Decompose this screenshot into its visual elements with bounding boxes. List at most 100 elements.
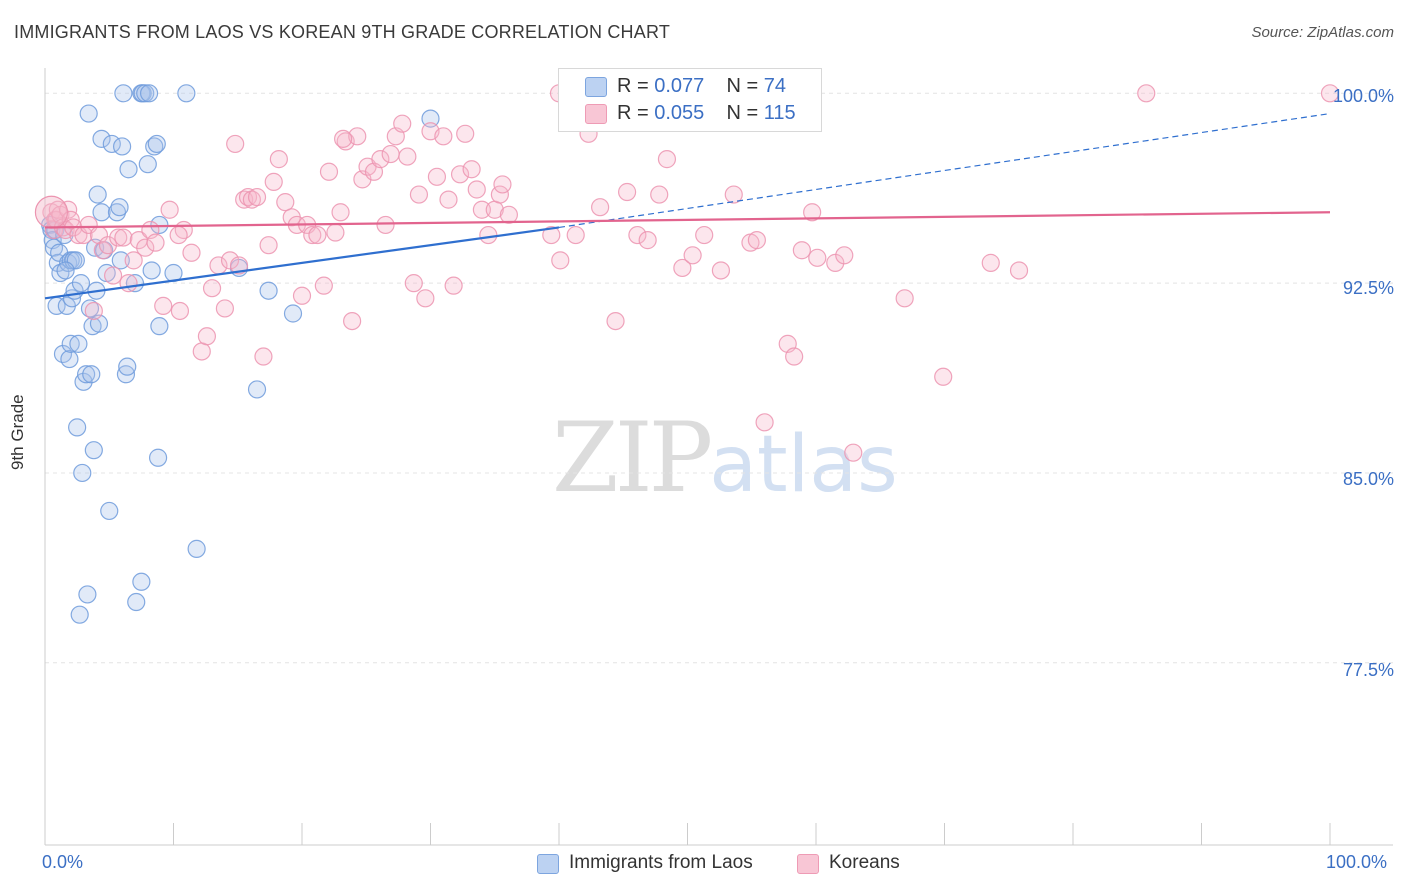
korean-point bbox=[450, 165, 470, 184]
koreans-points bbox=[34, 84, 1340, 462]
korean-point bbox=[220, 251, 240, 270]
korean-point bbox=[160, 200, 179, 219]
laos-legend-swatch bbox=[537, 854, 559, 874]
korean-point bbox=[229, 256, 249, 275]
laos-point bbox=[107, 203, 127, 222]
korean-point bbox=[409, 185, 429, 204]
laos-point bbox=[138, 155, 157, 174]
laos-point bbox=[68, 418, 87, 437]
laos-point bbox=[247, 380, 267, 399]
korean-point bbox=[493, 175, 512, 194]
watermark-zip: ZIP bbox=[552, 402, 713, 514]
laos-n-value: 74 bbox=[763, 75, 787, 97]
laos-trend-line bbox=[44, 226, 560, 300]
korean-point bbox=[398, 147, 417, 166]
korean-point bbox=[427, 167, 447, 186]
laos-point bbox=[51, 263, 70, 283]
laos-point bbox=[92, 129, 111, 148]
korean-point bbox=[319, 162, 339, 181]
korean-point bbox=[1320, 84, 1340, 103]
laos-point bbox=[145, 137, 164, 156]
korean-point bbox=[376, 215, 395, 235]
y-tick-label-100: 100.0% bbox=[1332, 86, 1394, 106]
korean-point bbox=[724, 185, 743, 204]
korean-point bbox=[259, 236, 278, 255]
korean-point bbox=[416, 289, 435, 308]
korean-point bbox=[124, 251, 143, 270]
laos-point bbox=[119, 160, 138, 179]
laos-point bbox=[114, 84, 133, 103]
korean-point bbox=[104, 266, 123, 285]
n-label: N = bbox=[726, 75, 759, 97]
korean-point bbox=[215, 299, 234, 318]
laos-r-value: 0.077 bbox=[654, 75, 705, 97]
r-label: R = bbox=[617, 102, 649, 124]
axes bbox=[44, 68, 1393, 846]
korean-point bbox=[93, 241, 112, 260]
laos-point bbox=[177, 84, 196, 103]
series-legend: Immigrants from Laos Koreans bbox=[0, 852, 1406, 878]
koreans-swatch bbox=[585, 104, 607, 124]
korean-point bbox=[542, 225, 561, 245]
korean-point bbox=[114, 228, 133, 247]
korean-point bbox=[1137, 84, 1156, 103]
laos-point bbox=[82, 365, 101, 384]
y-tick-label-77-5: 77.5% bbox=[1342, 660, 1394, 680]
laos-legend-label: Immigrants from Laos bbox=[569, 852, 753, 873]
korean-point bbox=[146, 233, 165, 252]
laos-point bbox=[71, 274, 91, 293]
korean-point bbox=[326, 223, 345, 242]
korean-point bbox=[981, 253, 1000, 272]
korean-point bbox=[747, 231, 766, 250]
korean-point bbox=[393, 114, 412, 133]
laos-point bbox=[421, 109, 440, 128]
korean-point bbox=[785, 347, 804, 366]
korean-point bbox=[695, 225, 714, 245]
korean-point bbox=[292, 286, 312, 305]
korean-point bbox=[591, 198, 610, 217]
korean-point bbox=[247, 187, 267, 207]
korean-point bbox=[456, 124, 475, 143]
korean-point bbox=[792, 241, 811, 260]
korean-point bbox=[479, 225, 498, 245]
korean-point bbox=[895, 289, 914, 308]
korean-point bbox=[551, 251, 570, 270]
korean-point bbox=[650, 185, 669, 204]
korean-point bbox=[381, 144, 400, 164]
korean-point bbox=[192, 342, 211, 361]
laos-point bbox=[92, 203, 111, 222]
korean-point bbox=[226, 134, 245, 154]
laos-point bbox=[118, 357, 137, 376]
laos-point bbox=[84, 441, 103, 460]
x-tick-label-max: 100.0% bbox=[1326, 852, 1388, 872]
korean-point bbox=[242, 190, 261, 209]
laos-point bbox=[139, 84, 159, 103]
watermark-atlas: atlas bbox=[709, 420, 898, 510]
laos-point bbox=[132, 572, 151, 591]
korean-point bbox=[169, 225, 188, 245]
korean-point bbox=[336, 132, 355, 151]
laos-point bbox=[112, 137, 132, 156]
laos-point bbox=[127, 592, 146, 612]
y-axis-label: 9th Grade bbox=[8, 394, 27, 470]
korean-point bbox=[276, 193, 295, 212]
x-tick-label-min: 0.0% bbox=[42, 852, 84, 872]
korean-point bbox=[154, 296, 173, 316]
korean-point bbox=[467, 180, 486, 199]
korean-point bbox=[264, 172, 283, 191]
korean-point bbox=[254, 347, 273, 366]
laos-point bbox=[44, 238, 64, 257]
koreans-legend-swatch bbox=[797, 854, 819, 874]
laos-point bbox=[116, 365, 136, 384]
laos-point bbox=[148, 448, 168, 467]
korean-point bbox=[136, 238, 155, 257]
koreans-n-value: 115 bbox=[763, 102, 796, 124]
korean-point bbox=[314, 276, 333, 295]
korean-point bbox=[638, 231, 657, 250]
korean-point bbox=[334, 129, 353, 148]
koreans-legend-label: Koreans bbox=[829, 852, 900, 873]
stats-legend: R = 0.077 N = 74 R = 0.055 N = 115 bbox=[558, 68, 822, 132]
laos-point bbox=[88, 185, 107, 204]
trend-lines bbox=[44, 112, 1331, 300]
laos-point bbox=[77, 365, 96, 384]
